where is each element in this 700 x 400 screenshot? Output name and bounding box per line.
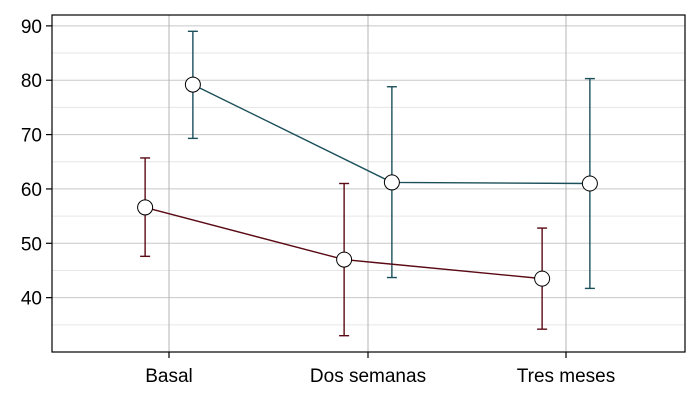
- y-tick-label: 90: [21, 17, 42, 38]
- data-point: [534, 270, 551, 287]
- series-1: [184, 30, 598, 290]
- y-tick-label: 60: [21, 180, 42, 201]
- y-axis: 40 50 60 70 80 90: [21, 17, 52, 310]
- data-point: [137, 199, 154, 216]
- y-tick-label: 80: [21, 71, 42, 92]
- grid: [52, 15, 685, 352]
- data-point: [581, 175, 598, 192]
- y-tick-label: 40: [21, 289, 42, 310]
- data-point: [336, 251, 353, 268]
- y-tick-label: 50: [21, 234, 42, 255]
- x-tick-label: Basal: [145, 366, 193, 387]
- series-layer: [137, 30, 598, 337]
- series-2: [137, 157, 551, 337]
- data-point: [184, 76, 201, 93]
- x-tick-label: Dos semanas: [310, 366, 426, 387]
- x-axis: Basal Dos semanas Tres meses: [145, 352, 615, 387]
- x-tick-label: Tres meses: [517, 366, 616, 387]
- y-tick-label: 70: [21, 126, 42, 147]
- data-point: [383, 174, 400, 191]
